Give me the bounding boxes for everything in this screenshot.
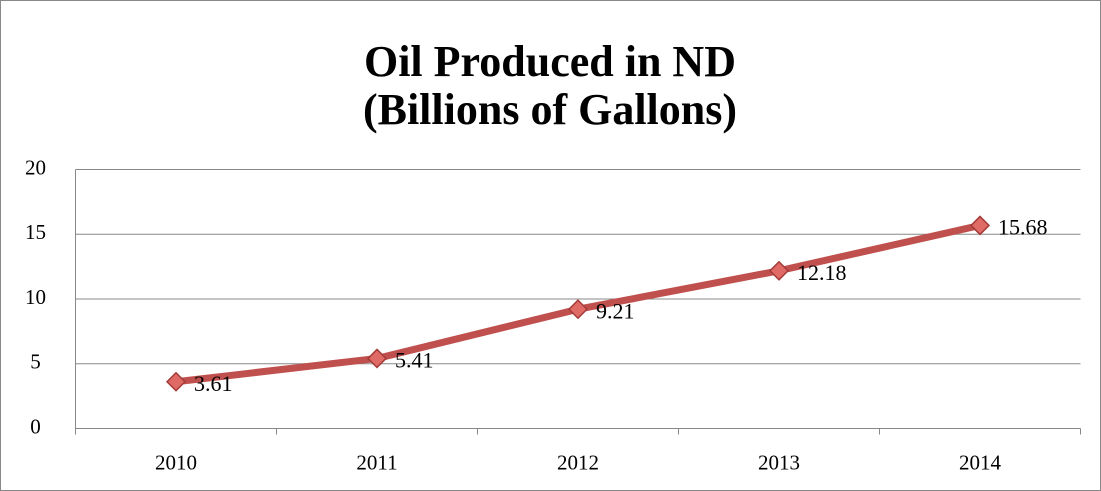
point-marker: [165, 371, 187, 392]
data-label: 12.18: [797, 260, 847, 285]
chart-title: (Billions of Gallons): [363, 85, 737, 134]
data-label: 9.21: [596, 298, 635, 323]
chart-title: Oil Produced in ND: [364, 37, 736, 86]
point-marker: [567, 299, 589, 320]
y-tick-label: 5: [30, 350, 41, 374]
point-marker: [969, 215, 991, 236]
x-tick-label: 2012: [557, 450, 599, 474]
point-marker: [768, 260, 790, 281]
data-label: 15.68: [998, 214, 1048, 239]
x-tick-label: 2010: [155, 450, 197, 474]
x-tick-label: 2013: [758, 450, 800, 474]
point-marker: [366, 348, 388, 369]
y-tick-label: 20: [25, 155, 46, 179]
x-tick-label: 2014: [959, 450, 1002, 474]
data-label: 3.61: [194, 371, 233, 396]
y-tick-label: 0: [30, 414, 41, 438]
y-tick-label: 15: [25, 220, 46, 244]
data-label: 5.41: [395, 347, 434, 372]
x-tick-label: 2011: [356, 450, 397, 474]
y-tick-label: 10: [25, 285, 46, 309]
